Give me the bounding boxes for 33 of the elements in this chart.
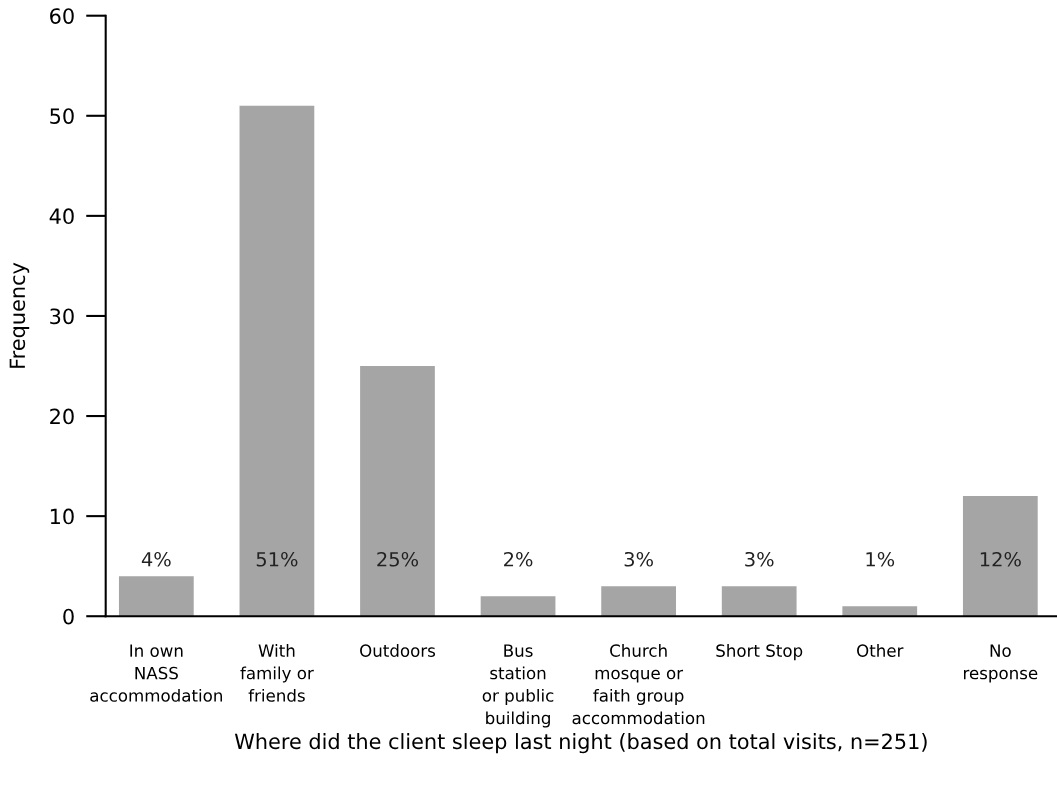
bar [360,366,435,617]
y-axis-title: Frequency [9,262,30,368]
data-label: 25% [377,551,419,567]
x-tick-label: No response [964,644,1038,683]
x-tick-label: Bus station or public building [482,644,554,728]
x-tick-label: Other [857,644,904,657]
data-label: 3% [624,551,653,567]
y-tick-label: 30 [50,308,74,325]
x-tick-label: Short Stop [716,644,803,661]
x-tick-label: Outdoors [360,644,436,657]
data-label: 51% [256,551,298,567]
x-axis-title: Where did the client sleep last night (based on total visits, n=251) [234,733,927,754]
y-tick-label: 50 [50,108,74,124]
bar [721,586,797,617]
bar [601,586,676,617]
x-tick-label: Church mosque or faith group accommodation [572,644,705,725]
bar [239,105,315,617]
bar [118,576,194,617]
bar [480,596,556,617]
x-tick-label: In own NASS accommodation [90,644,222,702]
data-label: 1% [866,551,895,567]
y-tick-label: 20 [50,408,74,425]
data-label: 12% [980,551,1021,567]
data-label: 4% [141,551,171,567]
data-label: 2% [504,551,533,567]
data-label: 3% [745,551,774,567]
x-tick-label: With family or friends [240,644,314,702]
y-tick-label: 10 [50,508,74,525]
bar [842,606,918,617]
y-tick-label: 0 [63,608,74,625]
y-tick-label: 60 [50,8,74,24]
bar [962,496,1038,617]
y-tick-label: 40 [49,208,74,225]
